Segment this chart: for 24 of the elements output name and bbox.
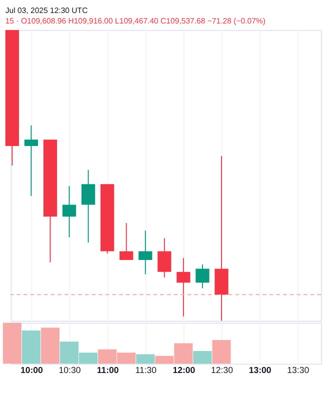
text: Jul 03, 2025 12:30 UTC (5, 6, 88, 15)
x-tick-label: 13:00 (248, 364, 272, 375)
x-tick-label: 10:30 (58, 364, 81, 375)
bar (22, 330, 40, 364)
candlestick (158, 238, 172, 278)
candlestick (138, 230, 152, 275)
candlestick (196, 264, 210, 289)
x-tick-label: 12:30 (211, 364, 234, 375)
candlestick (62, 186, 76, 238)
x-tick-label: 11:30 (135, 364, 157, 375)
candlestick (176, 257, 190, 317)
x-tick-label: 13:30 (287, 364, 310, 375)
x-tick-label: 11:00 (96, 364, 119, 375)
bar (40, 328, 60, 364)
candlestick (24, 124, 38, 196)
candlestick (81, 169, 96, 244)
candlestick (120, 222, 134, 260)
x-tick-label: 12:00 (172, 364, 196, 375)
bar (212, 340, 231, 364)
bar (193, 351, 212, 364)
bar (2, 322, 22, 364)
bar (136, 354, 155, 364)
text: 15 · O109,608.96 H109,916.00 L109,467.40 C109,537.68 −71.28 (−0.07%) (5, 16, 266, 26)
x-tick-label: 10:00 (20, 364, 44, 375)
